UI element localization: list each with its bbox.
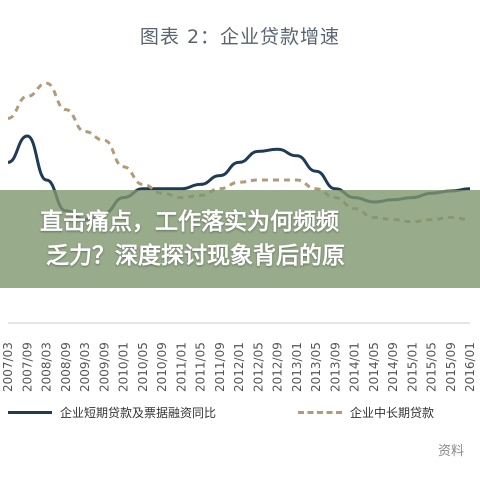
x-tick-label: 2015/01 (405, 342, 419, 392)
headline-line-2: 乏力？深度探讨现象背后的原 (46, 243, 345, 269)
x-tick-label: 2012/05 (251, 342, 265, 392)
legend-label-short-term: 企业短期贷款及票据融资同比 (60, 405, 217, 420)
x-tick-label: 2014/05 (367, 342, 381, 392)
headline-banner[interactable]: 直击痛点，工作落实为何频频 乏力？深度探讨现象背后的原 (0, 190, 480, 288)
x-tick-label: 2012/01 (232, 342, 246, 392)
x-tick-label: 2011/01 (174, 342, 188, 392)
x-tick-label: 2015/09 (444, 342, 458, 392)
x-tick-label: 2007/03 (1, 342, 15, 392)
x-tick-label: 2011/09 (213, 342, 227, 392)
x-tick-label: 2014/01 (348, 342, 362, 392)
legend-swatch-dashed (298, 410, 342, 414)
legend-swatch-solid (8, 410, 52, 414)
x-tick-label: 2013/09 (328, 342, 342, 392)
x-tick-label: 2013/01 (290, 342, 304, 392)
x-tick-label: 2012/09 (271, 342, 285, 392)
x-tick-label: 2009/03 (78, 342, 92, 392)
x-tick-label: 2013/05 (309, 342, 323, 392)
headline-line-1: 直击痛点，工作落实为何频频 (40, 209, 339, 235)
legend-item-short-term: 企业短期贷款及票据融资同比 (8, 402, 216, 422)
x-tick-label: 2011/05 (194, 342, 208, 392)
x-tick-label: 2010/09 (155, 342, 169, 392)
x-tick-label: 2007/09 (20, 342, 34, 392)
x-tick-label: 2009/09 (97, 342, 111, 392)
source-watermark: 资料 (438, 444, 465, 459)
x-tick-label: 2010/01 (117, 342, 131, 392)
x-tick-label: 2014/09 (386, 342, 400, 392)
chart-title: 图表 2：企业贷款增速 (139, 26, 341, 48)
x-tick-label: 2008/03 (40, 342, 54, 392)
x-tick-label: 2008/09 (59, 342, 73, 392)
x-tick-label: 2010/05 (136, 342, 150, 392)
x-tick-label: 2015/05 (425, 342, 439, 392)
x-tick-label: 2016/01 (463, 342, 477, 392)
legend-label-long-term: 企业中长期贷款 (350, 405, 435, 420)
legend-item-long-term: 企业中长期贷款 (298, 402, 434, 422)
